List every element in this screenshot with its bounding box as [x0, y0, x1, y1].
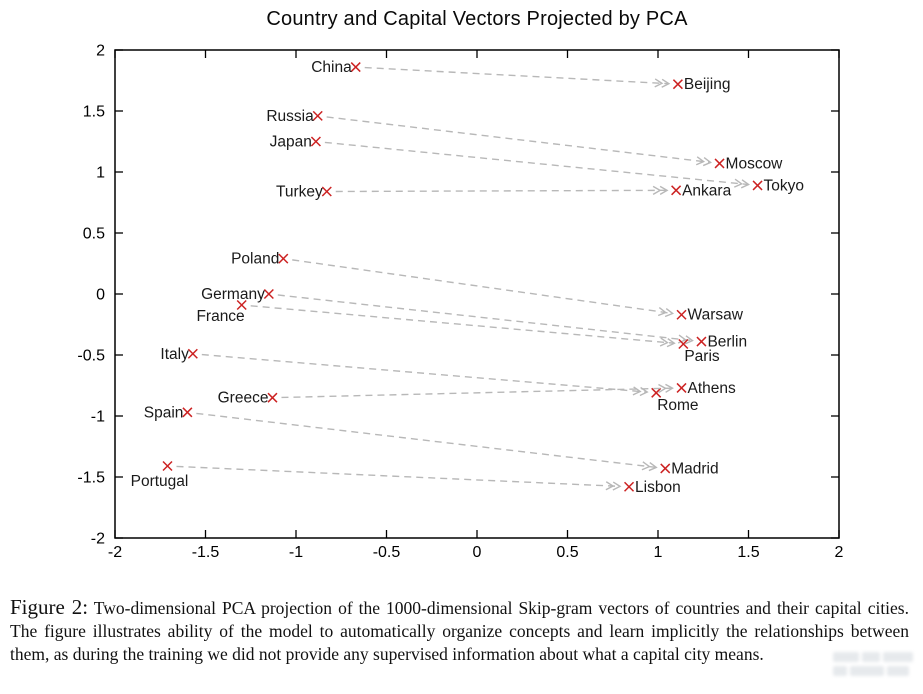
point-marker-x [752, 180, 763, 191]
x-tick-label: 2 [835, 544, 844, 561]
point-label: Poland [231, 251, 279, 268]
point-marker-x [321, 186, 332, 197]
y-tick-label: 2 [96, 43, 105, 60]
point-marker-x [312, 110, 323, 121]
figure-caption-label: Figure 2: [10, 595, 89, 619]
point-label: Portugal [131, 473, 189, 490]
point-label: Athens [688, 380, 737, 397]
chart-title: Country and Capital Vectors Projected by… [266, 8, 688, 30]
point-label: Greece [218, 390, 269, 407]
x-tick-label: -1 [289, 544, 303, 561]
point-marker-x [714, 158, 725, 169]
vector-arrow [324, 141, 750, 189]
point-marker-x [678, 338, 689, 350]
y-tick-label: 0.5 [83, 226, 105, 243]
point-label: Berlin [707, 334, 747, 351]
vector-arrow [335, 185, 669, 195]
point-label: Paris [684, 348, 720, 365]
x-tick-label: -2 [108, 544, 122, 561]
point-label: Italy [160, 346, 189, 363]
vector-arrow [196, 412, 658, 472]
point-label: Beijing [684, 76, 731, 93]
point-marker-x [660, 463, 671, 474]
point-marker-x [187, 348, 198, 359]
y-tick-label: -0.5 [77, 348, 105, 365]
vector-arrow [250, 305, 676, 348]
point-label: Ankara [682, 182, 731, 199]
point-label: Russia [266, 108, 314, 125]
y-tick-label: 0 [96, 287, 105, 304]
point-marker-x [182, 407, 193, 418]
point-label: Rome [657, 397, 698, 414]
point-label: Spain [144, 404, 184, 421]
point-marker-x [671, 185, 682, 196]
x-tick-label: 1.5 [737, 544, 759, 561]
point-marker-x [676, 309, 687, 320]
x-tick-label: 1 [654, 544, 663, 561]
y-tick-label: -1.5 [77, 470, 105, 487]
y-tick-label: 1.5 [83, 104, 105, 121]
point-label: Moscow [726, 155, 784, 172]
y-tick-label: 1 [96, 165, 105, 182]
point-marker-x [267, 392, 278, 403]
plot-area: -2 -1.5 -1 -0.5 0 0.5 1 1.5 2 -2 -1.5 -1 -0.5 0 0.5 1 1.… [77, 43, 843, 562]
vector-arrow [364, 66, 671, 88]
x-tick-label: 0 [473, 544, 482, 561]
x-tick-label: 0.5 [556, 544, 578, 561]
vector-arrow [277, 294, 694, 345]
vector-arrow [281, 383, 674, 399]
point-label: Japan [270, 134, 312, 151]
y-tick-label: -2 [91, 531, 105, 548]
point-label: Warsaw [688, 307, 744, 324]
point-label: Tokyo [764, 177, 805, 194]
point-marker-x [310, 136, 321, 147]
figure-caption: Figure 2: Two-dimensional PCA projection… [10, 596, 909, 666]
point-label: Germany [201, 286, 265, 303]
point-marker-x [672, 79, 683, 90]
point-marker-x [236, 299, 247, 311]
vector-arrow [176, 465, 622, 491]
point-label: Madrid [671, 460, 718, 477]
point-marker-x [350, 62, 361, 73]
pca-scatter-chart: -2 -1.5 -1 -0.5 0 0.5 1 1.5 2 -2 -1.5 -1 -0.5 0 0.5 1 1.… [77, 43, 843, 562]
point-marker-x [676, 382, 687, 393]
point-marker-x [696, 336, 707, 347]
vector-arrow [326, 116, 713, 167]
point-marker-x [624, 481, 635, 492]
x-tick-label: -0.5 [373, 544, 401, 561]
point-marker-x [278, 253, 289, 264]
vector-arrow [292, 259, 675, 318]
point-label: France [196, 308, 244, 325]
point-label: Lisbon [635, 479, 681, 496]
x-tick-label: -1.5 [192, 544, 220, 561]
y-tick-label: -1 [91, 409, 105, 426]
point-label: China [311, 59, 352, 76]
point-label: Turkey [276, 184, 323, 201]
point-marker-x [263, 288, 274, 300]
figure-caption-text: Two-dimensional PCA projection of the 10… [10, 598, 909, 664]
vector-arrow [201, 353, 649, 397]
point-marker-x [162, 460, 173, 472]
